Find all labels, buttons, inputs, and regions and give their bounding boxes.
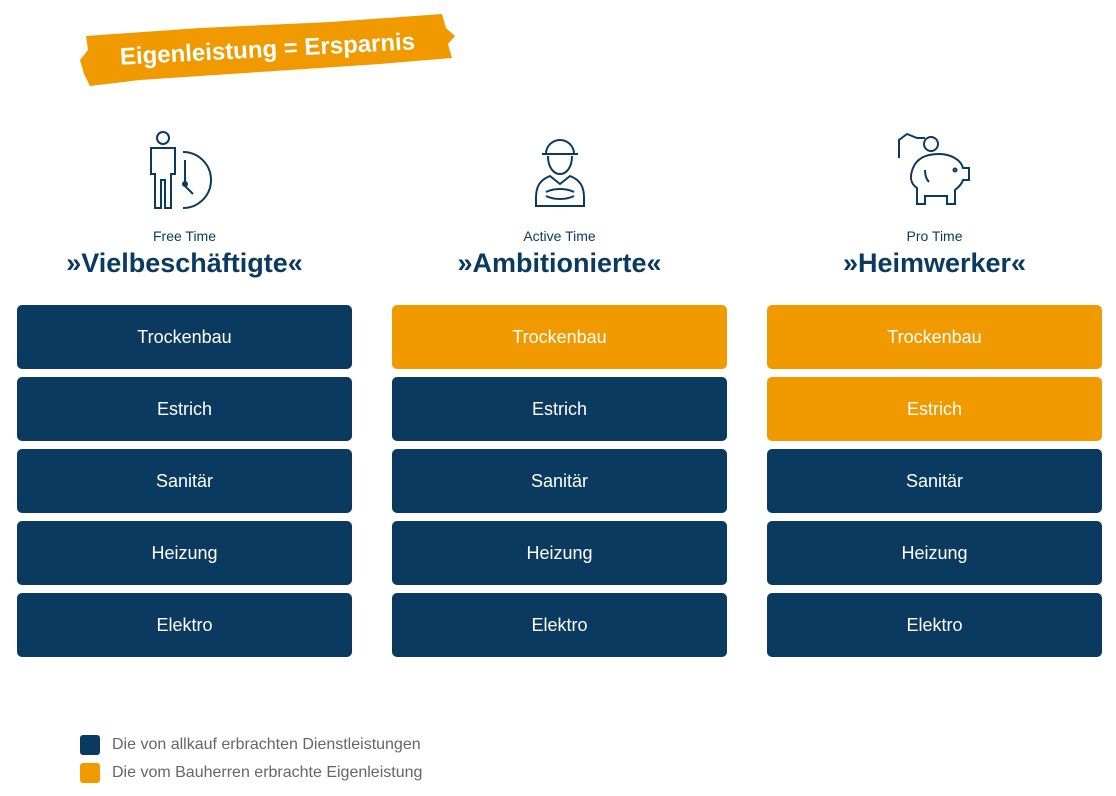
trade-box-heizung: Heizung <box>392 521 727 585</box>
legend-swatch-navy <box>80 735 100 755</box>
trade-box-sanitr: Sanitär <box>392 449 727 513</box>
legend: Die von allkauf erbrachten Dienstleistun… <box>80 731 422 787</box>
column-title: »Ambitionierte« <box>457 248 662 278</box>
legend-swatch-orange <box>80 763 100 783</box>
banner: Eigenleistung = Ersparnis <box>80 14 455 86</box>
column-subtitle: Active Time <box>523 228 596 244</box>
trade-box-trockenbau: Trockenbau <box>17 305 352 369</box>
trade-box-elektro: Elektro <box>392 593 727 657</box>
legend-label: Die von allkauf erbrachten Dienstleistun… <box>112 736 421 753</box>
legend-item-own-work: Die vom Bauherren erbrachte Eigenleistun… <box>80 759 422 787</box>
column-title: »Heimwerker« <box>842 248 1027 278</box>
column-subtitle: Free Time <box>152 228 216 244</box>
trade-box-sanitr: Sanitär <box>767 449 1102 513</box>
trade-box-heizung: Heizung <box>17 521 352 585</box>
column-pro-time: Pro Time »Heimwerker« <box>767 130 1102 288</box>
trade-list: Trockenbau Estrich Sanitär Heizung Elektro <box>767 305 1102 665</box>
trade-box-trockenbau: Trockenbau <box>392 305 727 369</box>
construction-worker-icon <box>534 139 585 207</box>
legend-label: Die vom Bauherren erbrachte Eigenleistun… <box>112 764 423 781</box>
column-subtitle: Pro Time <box>906 228 963 244</box>
trade-box-estrich: Estrich <box>392 377 727 441</box>
trade-box-heizung: Heizung <box>767 521 1102 585</box>
trade-box-estrich: Estrich <box>17 377 352 441</box>
trade-box-trockenbau: Trockenbau <box>767 305 1102 369</box>
trade-box-elektro: Elektro <box>17 593 352 657</box>
person-clock-icon <box>149 131 212 209</box>
piggy-bank-icon <box>897 132 970 205</box>
trade-box-sanitr: Sanitär <box>17 449 352 513</box>
trade-box-elektro: Elektro <box>767 593 1102 657</box>
column-free-time: Free Time »Vielbeschäftigte« <box>17 130 352 288</box>
column-title: »Vielbeschäftigte« <box>66 248 303 278</box>
trade-list: Trockenbau Estrich Sanitär Heizung Elektro <box>17 305 352 665</box>
legend-item-services: Die von allkauf erbrachten Dienstleistun… <box>80 731 422 759</box>
trade-list: Trockenbau Estrich Sanitär Heizung Elektro <box>392 305 727 665</box>
brush-stroke-shape <box>80 14 455 86</box>
trade-box-estrich: Estrich <box>767 377 1102 441</box>
column-active-time: Active Time »Ambitionierte« <box>392 130 727 288</box>
